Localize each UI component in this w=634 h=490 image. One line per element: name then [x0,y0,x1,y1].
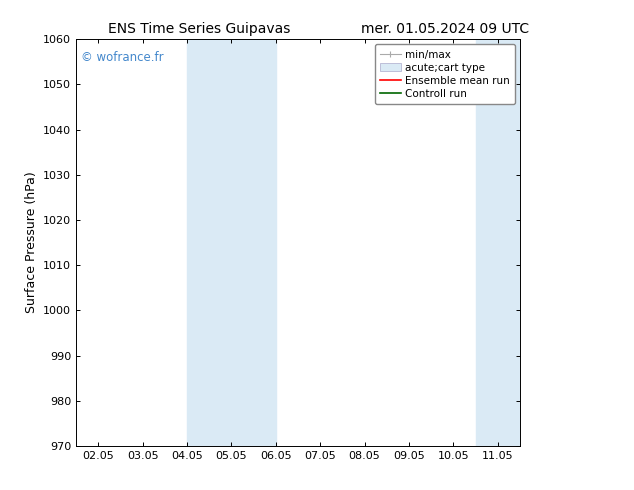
Legend: min/max, acute;cart type, Ensemble mean run, Controll run: min/max, acute;cart type, Ensemble mean … [375,45,515,104]
Text: ENS Time Series Guipavas: ENS Time Series Guipavas [108,22,290,36]
Bar [476,39,520,446]
Title: ENS Time Series Guipavas      mer. 01.05.2024 09 UTC: ENS Time Series Guipavas mer. 01.05.2024… [0,489,1,490]
Text: mer. 01.05.2024 09 UTC: mer. 01.05.2024 09 UTC [361,22,529,36]
Text: © wofrance.fr: © wofrance.fr [81,51,163,64]
Bar [187,39,276,446]
Y-axis label: Surface Pressure (hPa): Surface Pressure (hPa) [25,172,37,314]
